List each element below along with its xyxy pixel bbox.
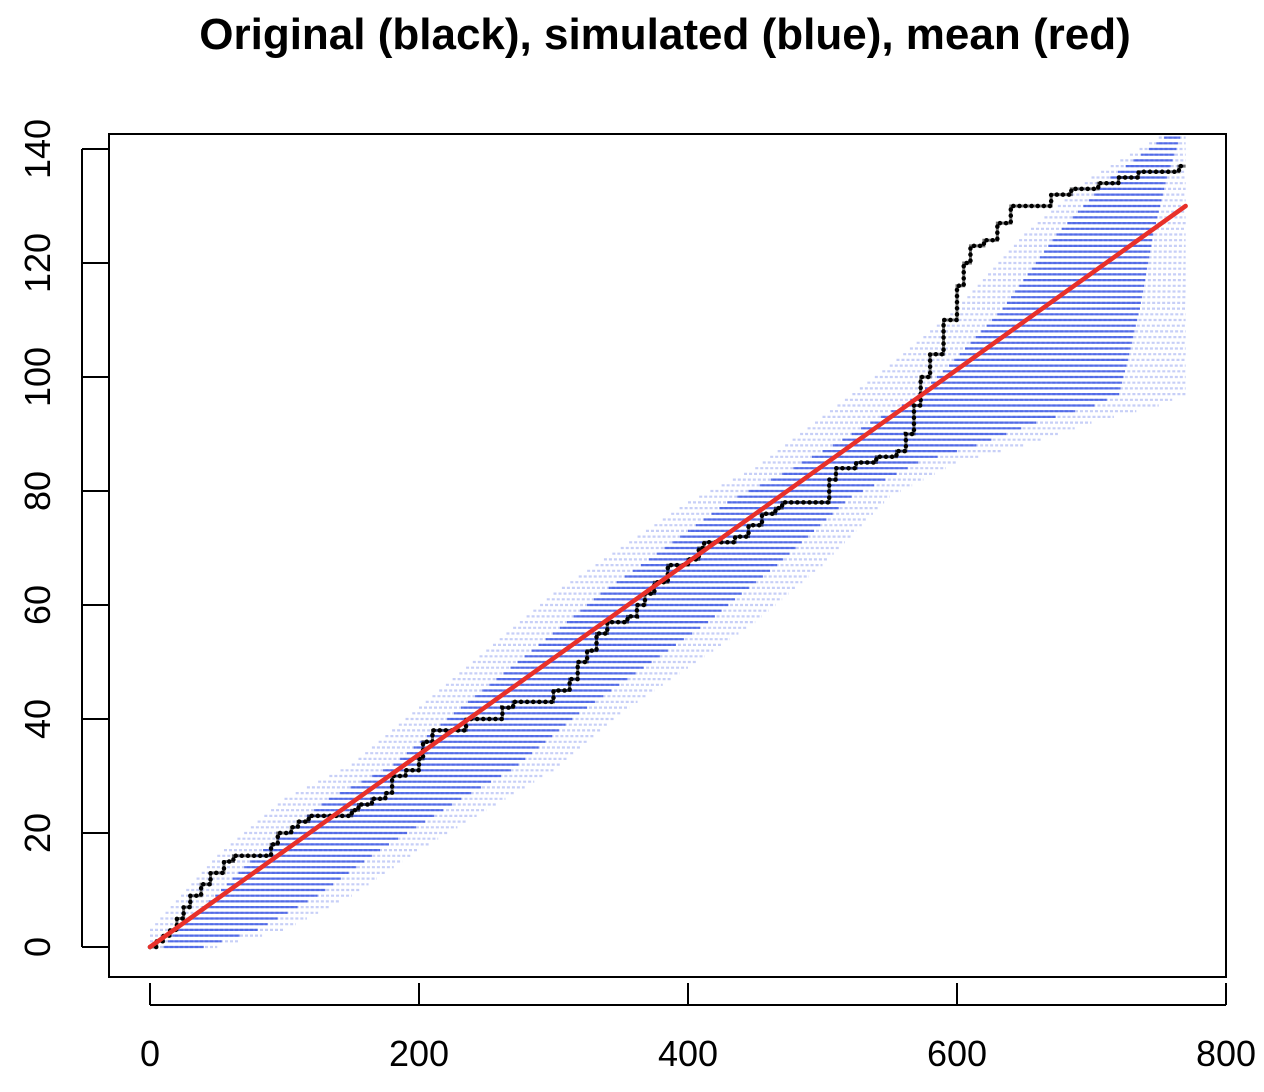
y-tick-label: 40 — [17, 699, 58, 739]
x-tick-label: 400 — [658, 1033, 718, 1074]
y-tick-label: 100 — [17, 347, 58, 407]
simulated-paths — [150, 136, 1186, 949]
x-tick-label: 0 — [140, 1033, 160, 1074]
y-tick-label: 60 — [17, 585, 58, 625]
y-axis: 0 20 40 60 80 100 120 140 — [17, 119, 109, 957]
mean-series — [147, 203, 1188, 950]
plot-frame — [108, 133, 1227, 978]
original-step-line — [147, 163, 1188, 950]
x-axis: 0 200 400 600 800 — [140, 983, 1256, 1074]
y-tick-label: 120 — [17, 233, 58, 293]
y-tick-label: 0 — [17, 937, 58, 957]
x-tick-label: 800 — [1196, 1033, 1256, 1074]
x-tick-label: 200 — [389, 1033, 449, 1074]
y-tick-label: 140 — [17, 119, 58, 179]
original-series — [147, 163, 1188, 950]
chart-title: Original (black), simulated (blue), mean… — [199, 10, 1131, 59]
x-tick-label: 600 — [927, 1033, 987, 1074]
mean-line — [147, 203, 1188, 950]
y-tick-label: 80 — [17, 471, 58, 511]
original-step-path — [150, 164, 1186, 949]
y-tick-label: 20 — [17, 813, 58, 853]
